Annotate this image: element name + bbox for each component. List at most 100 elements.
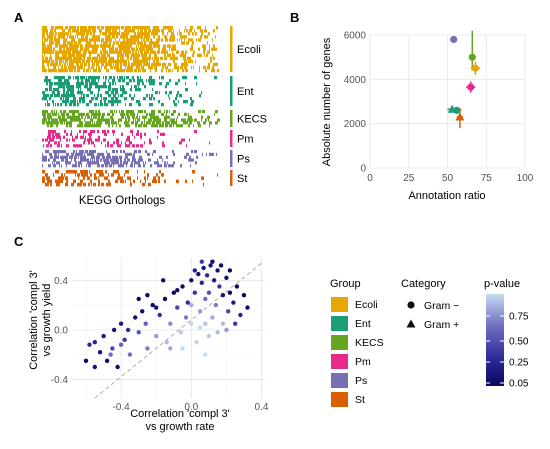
heatmap-cell xyxy=(154,26,155,30)
heatmap-cell xyxy=(49,85,51,89)
heatmap-cell xyxy=(61,65,62,70)
heatmap-cell xyxy=(201,115,203,119)
heatmap-cell xyxy=(107,152,108,156)
heatmap-cell xyxy=(109,182,111,187)
heatmap-cell xyxy=(128,62,130,67)
heatmap-cell xyxy=(149,138,151,142)
heatmap-cell xyxy=(169,38,171,42)
heatmap-cell xyxy=(164,53,165,57)
heatmap-cell xyxy=(96,155,99,159)
heatmap-cell xyxy=(131,161,133,165)
heatmap-cell xyxy=(107,103,108,107)
heatmap-cell xyxy=(212,152,214,156)
heatmap-cell xyxy=(153,41,156,45)
heatmap-cell xyxy=(144,141,145,145)
c-point xyxy=(197,309,203,314)
heatmap-cell xyxy=(102,152,104,156)
heatmap-cell xyxy=(81,32,83,36)
heatmap-cell xyxy=(135,158,136,162)
heatmap-cell xyxy=(150,47,153,51)
heatmap-cell xyxy=(91,115,92,119)
heatmap-cell xyxy=(51,121,52,125)
heatmap-cell xyxy=(75,135,78,139)
heatmap-cell xyxy=(151,65,153,70)
heatmap-cell xyxy=(168,62,171,67)
heatmap-cell xyxy=(150,118,152,122)
heatmap-cell xyxy=(125,32,126,36)
heatmap-cell xyxy=(51,26,54,30)
heatmap-cell xyxy=(178,79,180,83)
heatmap-cell xyxy=(57,155,59,159)
heatmap-cell xyxy=(48,158,50,162)
heatmap-cell xyxy=(70,100,73,104)
heatmap-cell xyxy=(136,56,139,61)
heatmap-cell xyxy=(139,124,142,128)
heatmap-cell xyxy=(42,152,43,156)
heatmap-cell xyxy=(125,141,126,145)
heatmap-cell xyxy=(134,68,137,73)
heatmap-cell xyxy=(159,82,160,86)
heatmap-cell xyxy=(145,35,147,39)
heatmap-cell xyxy=(61,50,63,54)
heatmap-cell xyxy=(169,68,171,73)
heatmap-cell xyxy=(173,56,175,61)
heatmap-cell xyxy=(189,56,190,61)
b-point-kecs xyxy=(468,53,476,61)
heatmap-cell xyxy=(73,115,76,119)
heatmap-cell xyxy=(51,32,54,36)
heatmap-cell xyxy=(72,135,73,139)
heatmap-cell xyxy=(136,161,138,165)
heatmap-cell xyxy=(112,130,113,134)
heatmap-cell xyxy=(109,62,110,67)
heatmap-cell xyxy=(142,82,144,86)
c-point xyxy=(127,352,133,357)
heatmap-cell xyxy=(93,32,95,36)
heatmap-cell xyxy=(53,47,55,51)
heatmap-cell xyxy=(149,94,150,98)
heatmap-cell xyxy=(126,76,129,80)
legend-pvalue-ticks: 0.750.500.250.05 xyxy=(486,312,529,390)
heatmap-cell xyxy=(45,50,47,54)
heatmap-cell xyxy=(45,155,47,159)
heatmap-cell xyxy=(43,138,44,142)
heatmap-cell xyxy=(54,38,57,42)
heatmap-cell xyxy=(59,62,61,67)
heatmap-cell xyxy=(198,110,201,114)
heatmap-cell xyxy=(57,38,60,42)
heatmap-cell xyxy=(150,56,151,61)
c-point xyxy=(189,321,194,326)
heatmap-cell xyxy=(132,47,135,51)
heatmap-cell xyxy=(102,53,103,57)
c-point xyxy=(233,321,238,326)
heatmap-cell xyxy=(198,124,201,128)
heatmap-cell xyxy=(82,35,84,39)
heatmap-cell xyxy=(104,132,107,136)
heatmap-cell xyxy=(84,50,87,54)
heatmap-cell xyxy=(80,124,83,128)
heatmap-cell xyxy=(209,50,210,54)
heatmap-cell xyxy=(156,124,158,128)
heatmap-cell xyxy=(182,41,184,45)
heatmap-cell xyxy=(49,82,50,86)
heatmap-cell xyxy=(103,53,104,57)
heatmap-cell xyxy=(106,59,107,64)
heatmap-cell xyxy=(120,88,123,92)
heatmap-cell xyxy=(80,179,83,184)
heatmap-cell xyxy=(52,110,53,114)
heatmap-cell xyxy=(66,59,67,64)
heatmap-cell xyxy=(42,68,45,73)
heatmap-cell xyxy=(94,29,96,33)
heatmap-cell xyxy=(138,85,139,89)
heatmap-cell xyxy=(95,44,96,48)
heatmap-cell xyxy=(184,41,185,45)
panel-b-grid xyxy=(369,34,526,169)
heatmap-cell xyxy=(120,56,123,61)
heatmap-cell xyxy=(135,62,137,67)
heatmap-cell xyxy=(191,115,192,119)
heatmap-cell xyxy=(86,79,88,83)
heatmap-cell xyxy=(164,118,167,122)
heatmap-cell xyxy=(119,118,122,122)
heatmap-cell xyxy=(202,110,205,114)
heatmap-cell xyxy=(83,32,84,36)
